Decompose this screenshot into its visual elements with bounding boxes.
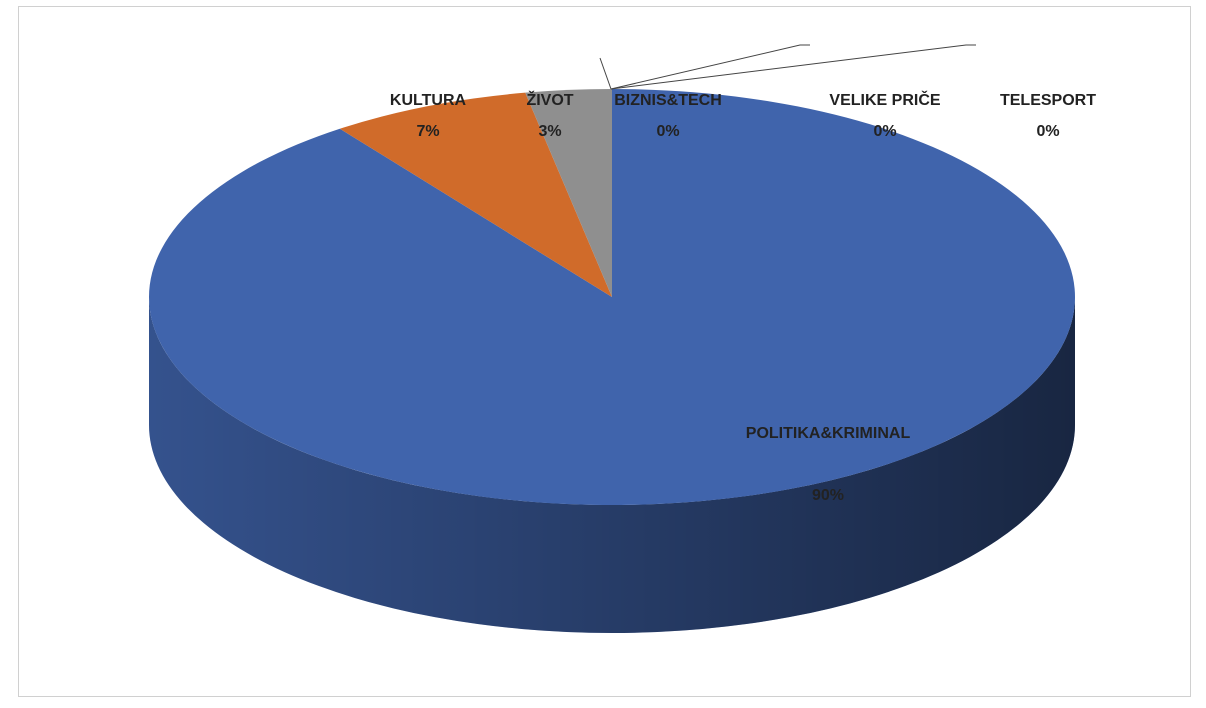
value-label: 0% — [873, 123, 896, 140]
category-label: ŽIVOT — [526, 90, 573, 109]
category-label: KULTURA — [390, 92, 467, 109]
value-label: 7% — [416, 123, 439, 140]
slice — [148, 89, 1075, 506]
category-label: TELESPORT — [1000, 92, 1096, 109]
category-label: BIZNIS&TECH — [614, 92, 722, 109]
slice — [339, 92, 612, 297]
category-label: VELIKE PRIČE — [829, 90, 940, 109]
value-label: 0% — [656, 123, 679, 140]
leader-line — [610, 44, 976, 90]
leader-line — [610, 44, 810, 90]
value-label: 90% — [812, 487, 844, 504]
value-label: 3% — [538, 123, 561, 140]
slice — [525, 89, 612, 297]
slice-side-shade — [149, 297, 1075, 633]
leader-line — [599, 57, 612, 90]
category-label: POLITIKA&KRIMINAL — [746, 425, 911, 442]
value-label: 0% — [1036, 123, 1059, 140]
